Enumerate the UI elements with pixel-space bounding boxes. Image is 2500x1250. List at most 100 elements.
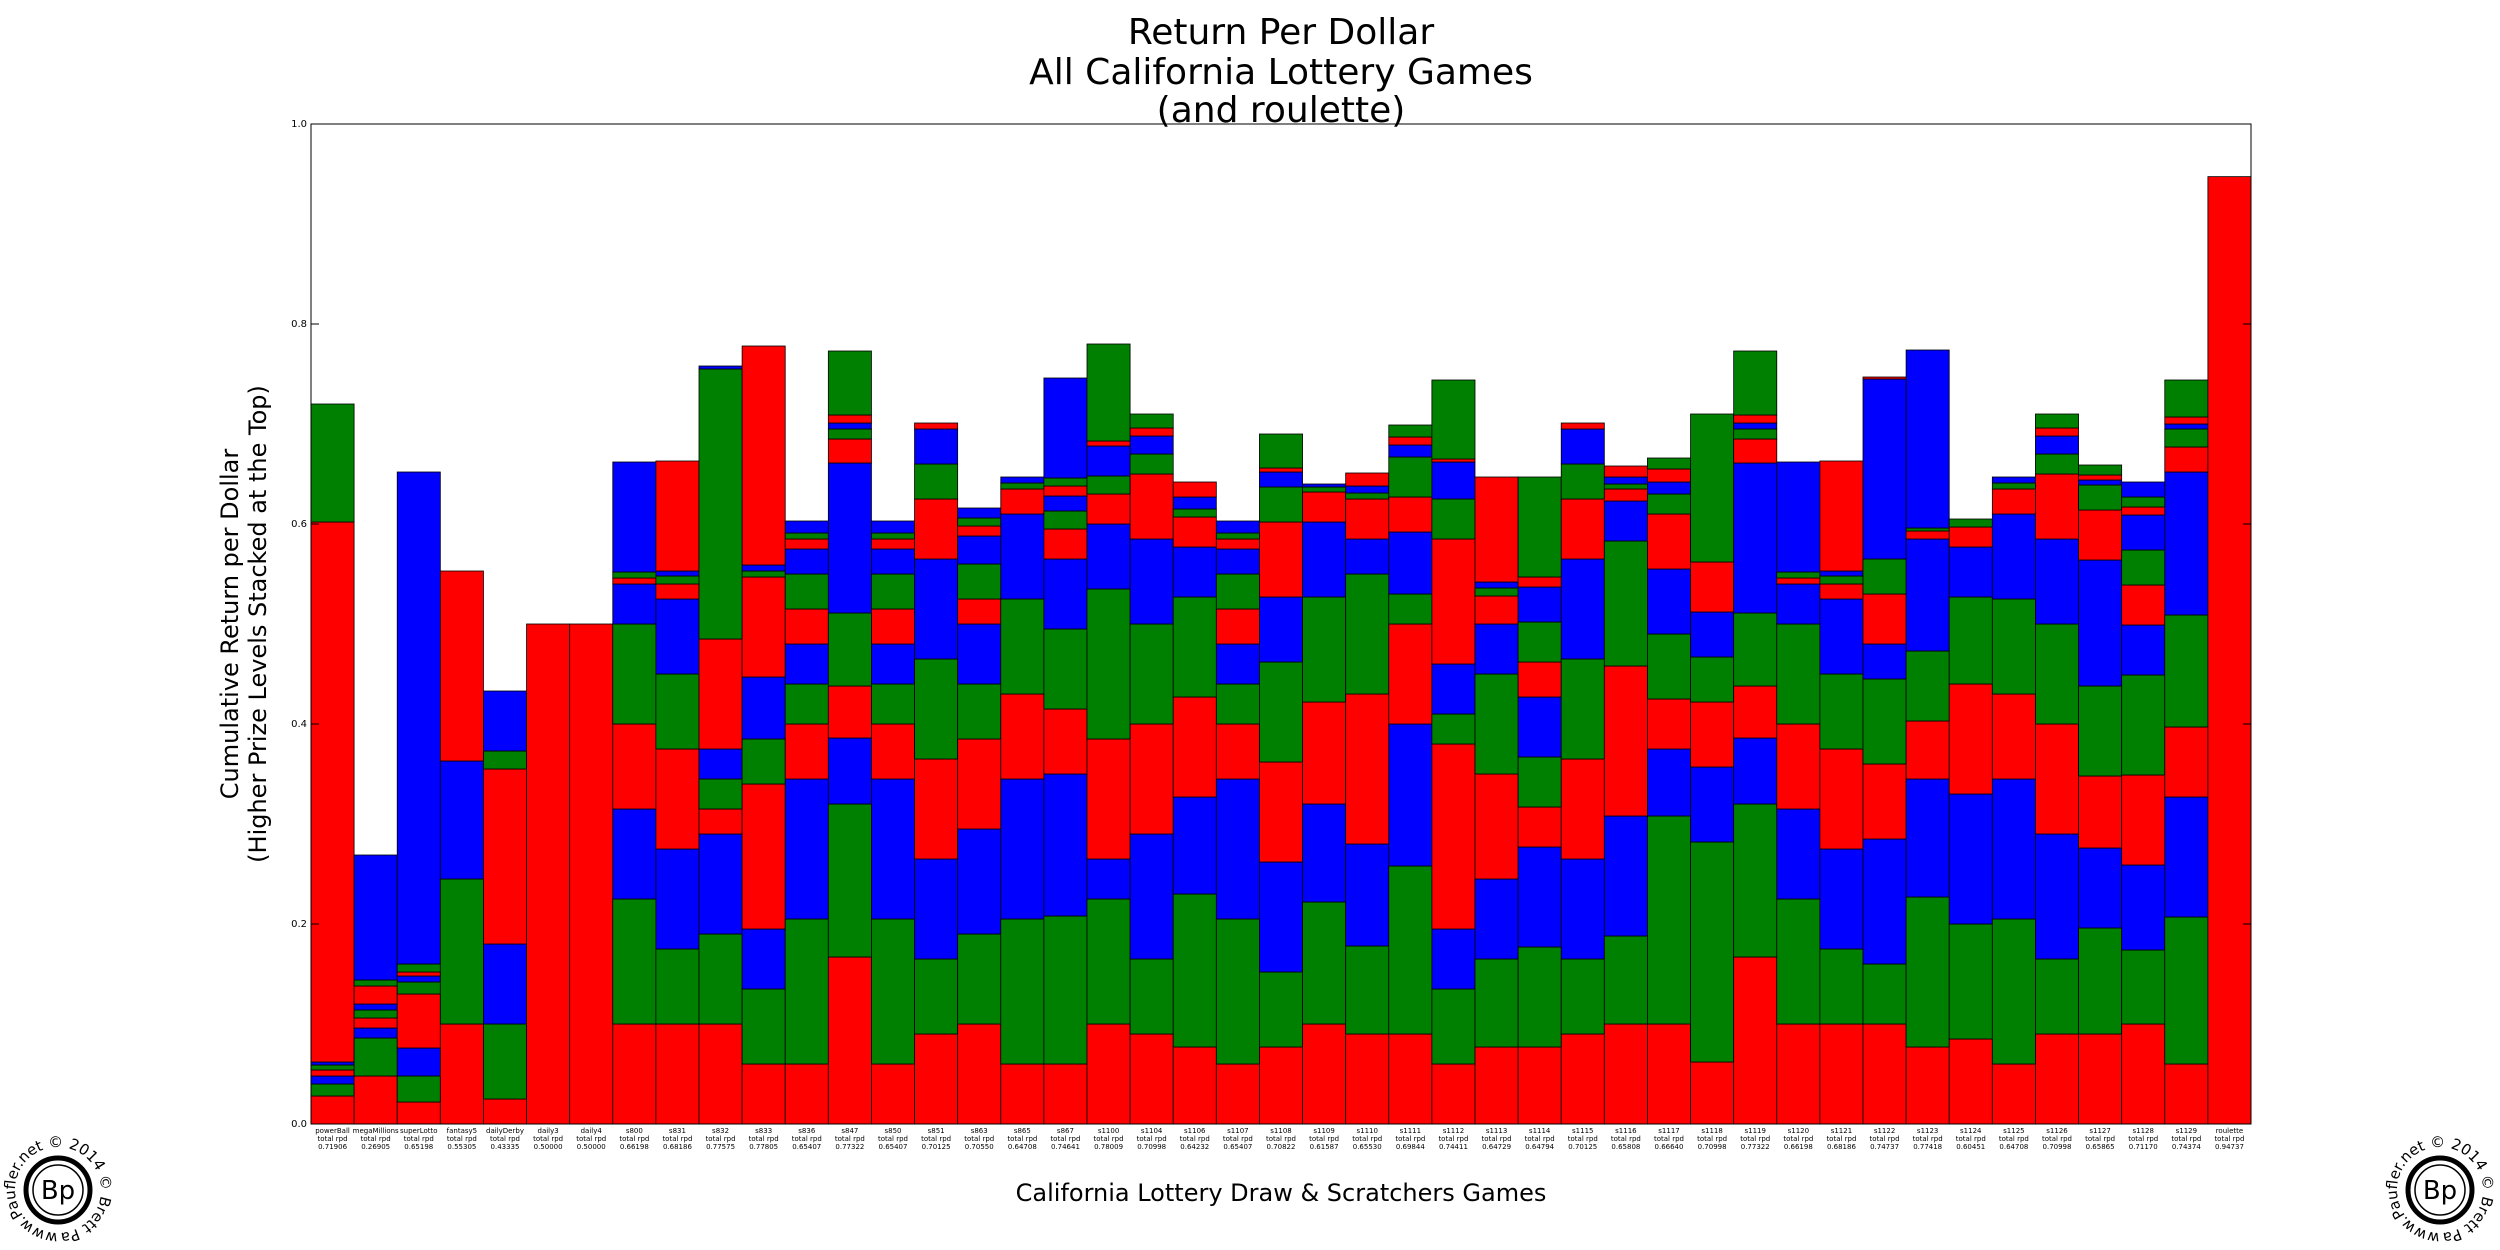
bar-segment	[957, 683, 1002, 740]
bar-segment	[1043, 915, 1088, 1065]
category-label-name: s1117	[1658, 1127, 1679, 1135]
bar-segment	[310, 1095, 355, 1125]
bar-segment	[1862, 593, 1907, 645]
y-tick-label: 0.8	[291, 319, 307, 330]
bar-segment	[1474, 673, 1519, 775]
bar-segment	[1043, 773, 1088, 917]
bar-segment	[784, 778, 829, 920]
bar-segment	[784, 723, 829, 780]
category-label-total: 0.74737	[1870, 1143, 1899, 1151]
category-label-name: s1122	[1874, 1127, 1895, 1135]
bar-segment	[310, 521, 355, 1063]
bar-segment	[2121, 549, 2166, 586]
category-label-total: 0.65407	[879, 1143, 908, 1151]
category-label-name: fantasy5	[447, 1127, 477, 1135]
bar-segment	[310, 1069, 355, 1077]
category-label-prefix: total rpd	[1007, 1135, 1037, 1143]
bar-segment	[1647, 468, 1691, 483]
bar-segment	[1776, 461, 1821, 573]
bar-segment	[1819, 598, 1864, 675]
bar-segment	[827, 612, 872, 687]
bar-segment	[1905, 650, 1950, 722]
bar-segment	[1215, 1063, 1260, 1125]
y-tick-label: 0.6	[291, 519, 307, 530]
bar-segment	[741, 570, 786, 578]
bar-segment	[1517, 621, 1562, 663]
bar-segment	[612, 1023, 657, 1125]
bar-segment	[1000, 598, 1045, 695]
bar-segment	[655, 575, 700, 585]
bar-segment	[1000, 482, 1045, 490]
bar-segment	[396, 993, 441, 1049]
bar-segment	[957, 828, 1002, 935]
category-label-total: 0.64708	[1999, 1143, 2028, 1151]
bar-segment	[353, 979, 398, 987]
category-label-total: 0.43335	[491, 1143, 520, 1151]
bar-segment	[1905, 527, 1950, 532]
bar-segment	[2035, 538, 2079, 625]
bar-segment	[1388, 1033, 1433, 1125]
bar-segment	[1647, 513, 1691, 570]
category-label-total: 0.68186	[1827, 1143, 1856, 1151]
bar-segment	[1302, 901, 1347, 1025]
bar-segment	[1388, 424, 1433, 438]
bar-segment	[1560, 658, 1605, 760]
bar-segment	[914, 428, 959, 465]
bar-segment	[1474, 595, 1519, 625]
bar-segment	[1172, 893, 1217, 1048]
bar-segment	[1172, 596, 1217, 698]
bar-segment	[526, 623, 571, 1125]
bar-segment	[914, 958, 959, 1035]
bar-segment	[1000, 488, 1045, 515]
bar-segment	[784, 532, 829, 540]
bar-segment	[1259, 971, 1303, 1048]
bar-segment	[353, 1003, 398, 1011]
bar-segment	[871, 683, 915, 725]
bar-segment	[957, 517, 1002, 527]
bar-segment	[1690, 413, 1735, 563]
bar-segment	[1733, 685, 1778, 739]
bar-segment	[1991, 598, 2036, 695]
category-label-total: 0.74641	[1051, 1143, 1080, 1151]
bar-segment	[1215, 683, 1260, 725]
bar-segment	[2078, 1033, 2123, 1125]
logo-inner-ring	[32, 1164, 84, 1216]
bar-segment	[1431, 988, 1476, 1065]
bar-segment	[2121, 514, 2166, 551]
category-label-prefix: total rpd	[1352, 1135, 1382, 1143]
bar-segment	[741, 564, 786, 572]
chart-title-line-3: (and roulette)	[1157, 90, 1406, 131]
category-label-prefix: total rpd	[1223, 1135, 1253, 1143]
bar-segment	[1603, 476, 1648, 485]
bar-segment	[784, 520, 829, 534]
bar-segment	[2164, 416, 2209, 425]
bar-segment	[1474, 958, 1519, 1048]
category-label-total: 0.55305	[447, 1143, 476, 1151]
bar-segment	[2035, 623, 2079, 725]
category-label-prefix: total rpd	[1956, 1135, 1986, 1143]
bar-segment	[2121, 674, 2166, 776]
bar-segment	[784, 548, 829, 575]
bar-segment	[2121, 774, 2166, 866]
bar-segment	[957, 563, 1002, 600]
category-label-name: s863	[971, 1127, 988, 1135]
bar-segment	[2035, 435, 2079, 455]
bar-segment	[1000, 693, 1045, 780]
chart-title: Return Per Dollar All California Lottery…	[1029, 12, 1533, 131]
bar-segment	[741, 1063, 786, 1125]
bar-segment	[1819, 1023, 1864, 1125]
bar-segment	[1647, 568, 1691, 635]
bar-segment	[1776, 898, 1821, 1025]
bar-segment	[396, 471, 441, 965]
bar-segment	[1776, 723, 1821, 810]
bar-segment	[914, 422, 959, 430]
logo-outer-ring	[2405, 1155, 2475, 1225]
bar-segment	[1517, 946, 1562, 1048]
bar-segment	[1086, 475, 1131, 495]
bar-segment	[1431, 713, 1476, 745]
category-label-name: s1109	[1313, 1127, 1334, 1135]
category-label-name: s850	[884, 1127, 901, 1135]
bar-segment	[1948, 1038, 1993, 1125]
bar-segment	[914, 858, 959, 960]
bar-segment	[871, 608, 915, 645]
